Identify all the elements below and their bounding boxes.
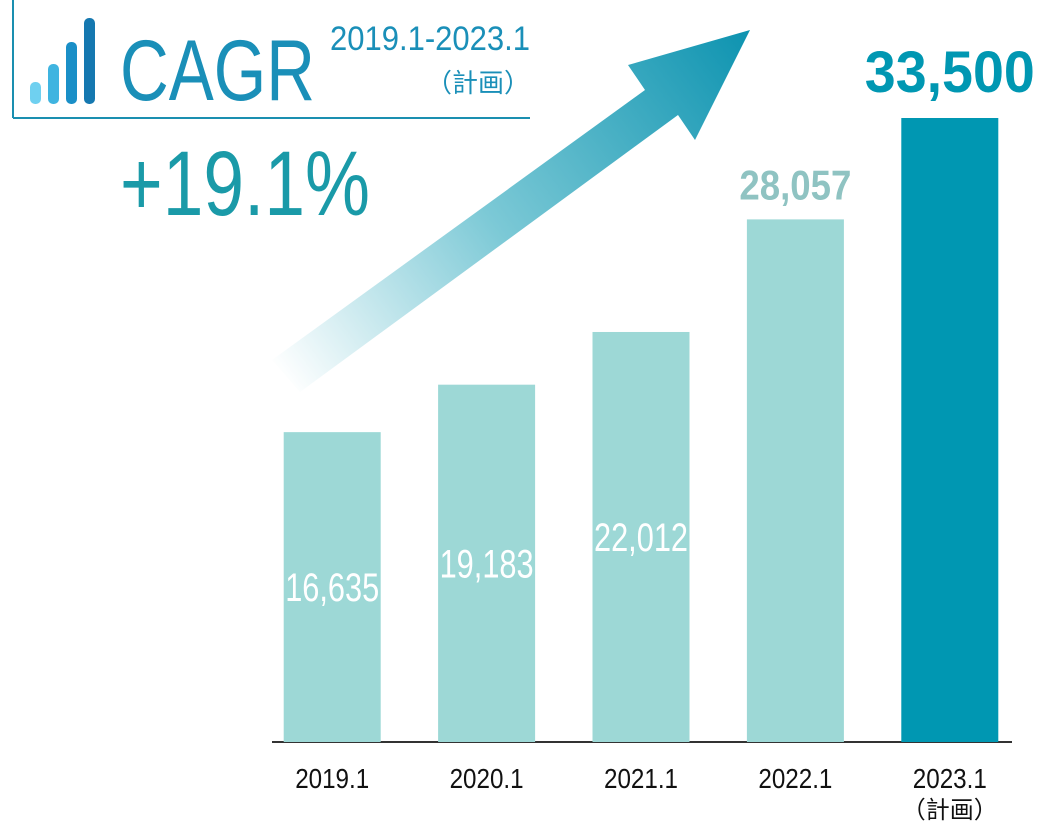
x-tick-label: 2022.1 bbox=[758, 763, 832, 794]
x-tick-label: 2023.1 bbox=[913, 763, 987, 794]
bar bbox=[901, 118, 999, 742]
value-label: 33,500 bbox=[865, 40, 1035, 105]
bar bbox=[283, 432, 381, 742]
trend-arrow bbox=[272, 30, 750, 392]
value-label: 16,635 bbox=[285, 566, 379, 610]
bar bbox=[438, 384, 536, 742]
x-tick-label: 2020.1 bbox=[450, 763, 524, 794]
cagr-label: CAGR bbox=[120, 23, 315, 119]
value-label: 22,012 bbox=[594, 516, 688, 560]
cagr-period: 2019.1-2023.1 bbox=[330, 20, 530, 58]
x-tick-label: 2021.1 bbox=[604, 763, 678, 794]
value-label: 19,183 bbox=[440, 542, 534, 586]
bar-icon bbox=[30, 18, 95, 104]
value-label: 28,057 bbox=[739, 161, 851, 208]
cagr-period-note: （計画） bbox=[426, 68, 530, 98]
bar bbox=[592, 331, 690, 742]
bar bbox=[746, 219, 844, 742]
cagr-value: +19.1% bbox=[120, 133, 370, 235]
x-tick-note: （計画） bbox=[902, 797, 998, 823]
x-tick-label: 2019.1 bbox=[295, 763, 369, 794]
